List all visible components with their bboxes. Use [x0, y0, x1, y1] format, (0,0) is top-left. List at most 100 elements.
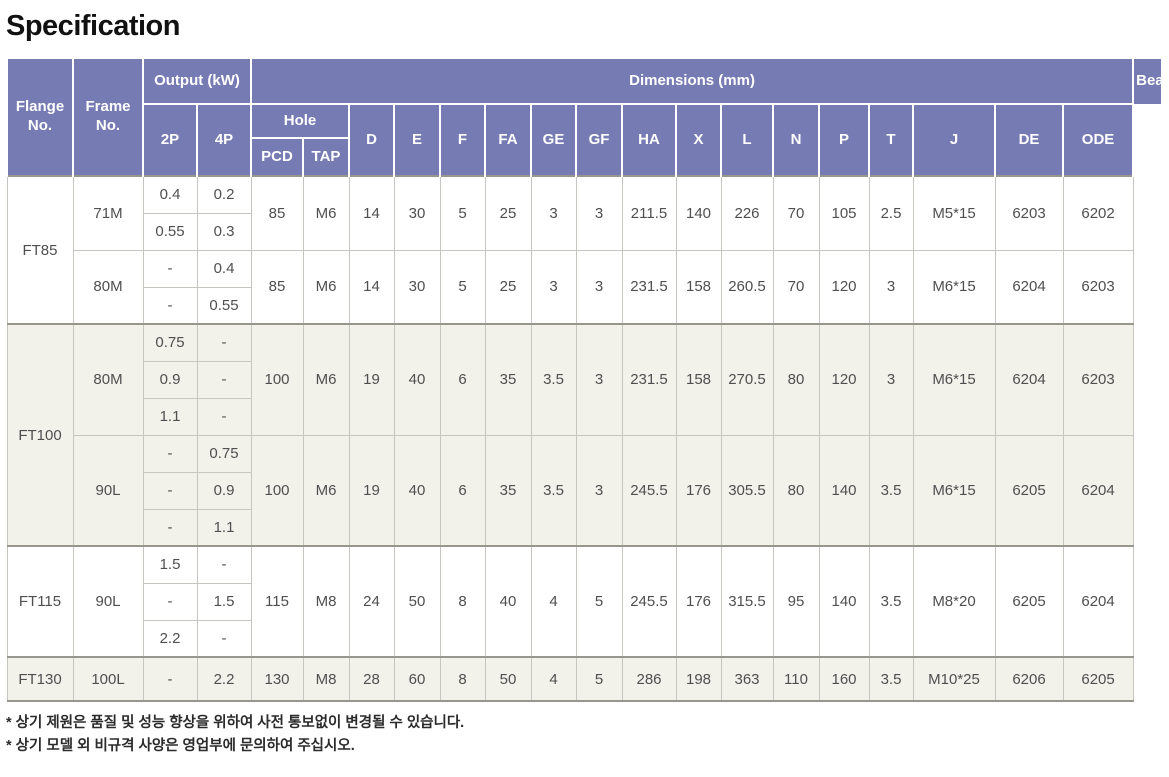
dim-cell: 245.5 — [621, 545, 677, 658]
dim-cell: 19 — [348, 323, 395, 436]
dim-cell: M6*15 — [912, 323, 996, 436]
dim-cell: 120 — [818, 323, 870, 436]
dim-cell: 120 — [818, 249, 870, 325]
table-row: FT115 90L 1.5 - 115 M8 24 50 8 40 4 5 24… — [6, 545, 1162, 658]
header-hole: Hole — [250, 103, 350, 139]
bearing-ode-cell: 6204 — [1062, 434, 1134, 547]
dim-cell: 70 — [772, 249, 820, 325]
footnote-line: * 상기 모델 외 비규격 사양은 영업부에 문의하여 주십시오. — [6, 738, 355, 755]
dim-cell: 105 — [818, 175, 870, 251]
output-2p-cell: - — [142, 656, 198, 702]
output-4p-cell: - — [196, 397, 252, 436]
dim-cell: 3 — [575, 175, 623, 251]
dim-cell: 176 — [675, 434, 722, 547]
dim-cell: 3.5 — [868, 545, 914, 658]
table-row: 1.1 - — [7, 397, 1162, 436]
bearing-ode-cell: 6203 — [1062, 249, 1134, 325]
flange-cell: FT130 — [6, 656, 74, 702]
header-dim-j: J — [912, 103, 996, 177]
output-2p-cell: 0.55 — [142, 212, 198, 251]
output-2p-cell: 1.5 — [142, 545, 198, 584]
dim-cell: 286 — [621, 656, 677, 702]
dim-cell: 70 — [772, 175, 820, 251]
dim-cell: 140 — [818, 545, 870, 658]
bearing-ode-cell: 6205 — [1062, 656, 1134, 702]
table-row: 2.2 - — [7, 619, 1162, 658]
dim-cell: 80 — [772, 434, 820, 547]
dim-cell: 158 — [675, 323, 722, 436]
table-row: - 0.55 — [7, 286, 1162, 325]
dim-cell: 30 — [393, 249, 441, 325]
specification-table: Flange No. Frame No. Output (kW) Dimensi… — [6, 57, 1169, 702]
dim-cell: 363 — [720, 656, 774, 702]
header-dim-gf: GF — [575, 103, 623, 177]
header-dim-e: E — [393, 103, 441, 177]
header-2p: 2P — [142, 103, 198, 177]
header-dim-t: T — [868, 103, 914, 177]
dim-cell: 270.5 — [720, 323, 774, 436]
header-dim-fa: FA — [484, 103, 532, 177]
dim-cell: 315.5 — [720, 545, 774, 658]
dim-cell: M6 — [302, 175, 350, 251]
dim-cell: 50 — [393, 545, 441, 658]
dim-cell: 3 — [868, 323, 914, 436]
dim-cell: M6 — [302, 323, 350, 436]
dim-cell: 3.5 — [868, 434, 914, 547]
frame-cell: 80M — [72, 323, 144, 436]
header-output-kw: Output (kW) — [142, 57, 252, 105]
output-2p-cell: 2.2 — [142, 619, 198, 658]
table-row: 0.55 0.3 — [7, 212, 1162, 251]
bearing-de-cell: 6205 — [994, 434, 1064, 547]
dim-cell: 110 — [772, 656, 820, 702]
frame-cell: 90L — [72, 545, 144, 658]
dim-cell: 85 — [250, 249, 304, 325]
dim-cell: M8 — [302, 545, 350, 658]
dim-cell: 198 — [675, 656, 722, 702]
dim-cell: 160 — [818, 656, 870, 702]
bearing-de-cell: 6203 — [994, 175, 1064, 251]
dim-cell: 3 — [575, 434, 623, 547]
bearing-de-cell: 6204 — [994, 249, 1064, 325]
frame-cell: 80M — [72, 249, 144, 325]
dim-cell: 80 — [772, 323, 820, 436]
frame-cell: 71M — [72, 175, 144, 251]
dim-cell: 30 — [393, 175, 441, 251]
dim-cell: 3 — [530, 249, 577, 325]
dim-cell: 140 — [675, 175, 722, 251]
bearing-ode-cell: 6203 — [1062, 323, 1134, 436]
dim-cell: 8 — [439, 656, 486, 702]
bearing-de-cell: 6205 — [994, 545, 1064, 658]
header-dim-d: D — [348, 103, 395, 177]
dim-cell: 5 — [575, 545, 623, 658]
header-flange-no: Flange No. — [6, 57, 74, 177]
table-row: - 1.5 — [7, 582, 1162, 621]
dim-cell: M8*20 — [912, 545, 996, 658]
flange-cell: FT85 — [6, 175, 74, 325]
table-row: 0.9 - — [7, 360, 1162, 399]
dim-cell: 35 — [484, 434, 532, 547]
header-pcd: PCD — [250, 137, 304, 177]
dim-cell: 24 — [348, 545, 395, 658]
dim-cell: 158 — [675, 249, 722, 325]
dim-cell: M6*15 — [912, 434, 996, 547]
output-2p-cell: - — [142, 286, 198, 325]
dim-cell: 5 — [575, 656, 623, 702]
bearing-de-cell: 6206 — [994, 656, 1064, 702]
header-dim-p: P — [818, 103, 870, 177]
table-row: FT130 100L - 2.2 130 M8 28 60 8 50 4 5 2… — [6, 656, 1162, 702]
output-2p-cell: - — [142, 249, 198, 288]
header-bearing: Bearing — [1132, 57, 1169, 105]
output-2p-cell: - — [142, 434, 198, 473]
output-4p-cell: - — [196, 545, 252, 584]
dim-cell: 40 — [484, 545, 532, 658]
dim-cell: M5*15 — [912, 175, 996, 251]
dim-cell: 35 — [484, 323, 532, 436]
dim-cell: 5 — [439, 175, 486, 251]
dim-cell: 4 — [530, 656, 577, 702]
dim-cell: 6 — [439, 323, 486, 436]
dim-cell: 40 — [393, 323, 441, 436]
dim-cell: 3 — [530, 175, 577, 251]
output-2p-cell: 0.4 — [142, 175, 198, 214]
table-row: - 0.9 — [7, 471, 1162, 510]
dim-cell: 130 — [250, 656, 304, 702]
